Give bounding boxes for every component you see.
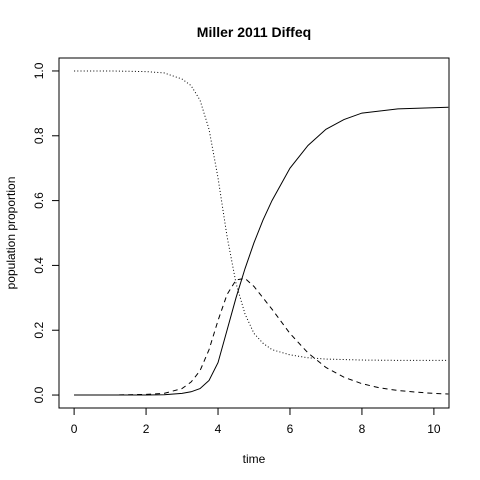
x-tick-label: 2 bbox=[143, 422, 150, 436]
y-axis-label: population proportion bbox=[4, 177, 18, 290]
x-tick-label: 4 bbox=[215, 422, 222, 436]
y-tick-label: 0.8 bbox=[32, 127, 46, 144]
x-tick-label: 6 bbox=[287, 422, 294, 436]
y-tick-label: 0.6 bbox=[32, 192, 46, 209]
x-tick-label: 10 bbox=[427, 422, 441, 436]
x-axis: 0 2 4 6 8 10 bbox=[71, 407, 441, 436]
x-tick-label: 0 bbox=[71, 422, 78, 436]
y-tick-label: 1.0 bbox=[32, 62, 46, 79]
y-tick-label: 0.2 bbox=[32, 322, 46, 339]
series-group bbox=[74, 70, 449, 396]
chart-title: Miller 2011 Diffeq bbox=[197, 24, 311, 40]
plot-frame bbox=[58, 57, 450, 409]
x-axis-label: time bbox=[243, 452, 266, 466]
series-line-dashed bbox=[74, 277, 449, 396]
y-tick-label: 0.0 bbox=[32, 386, 46, 403]
y-axis: 0.0 0.2 0.4 0.6 0.8 1.0 bbox=[32, 62, 60, 403]
series-line-dotted bbox=[74, 70, 449, 361]
x-tick-label: 8 bbox=[359, 422, 366, 436]
y-tick-label: 0.4 bbox=[32, 257, 46, 274]
series-line-solid bbox=[74, 106, 449, 396]
